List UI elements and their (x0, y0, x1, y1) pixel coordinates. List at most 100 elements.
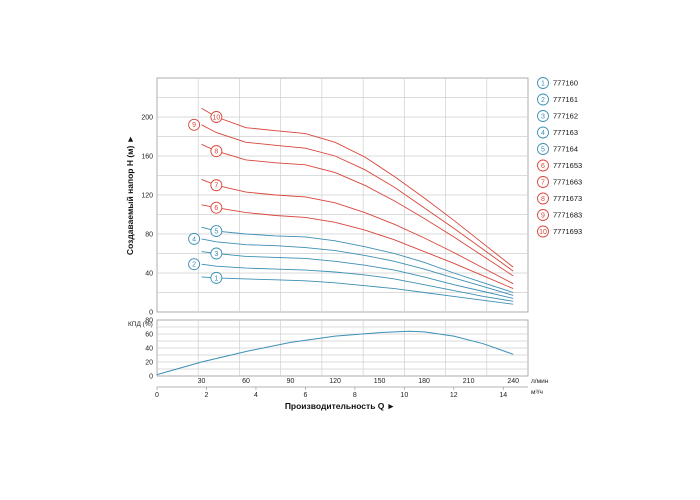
legend: 1 777160 2 777161 3 777162 4 777163 5 777164 6 7771… (537, 77, 582, 238)
flow-tick-m3h: 6 (303, 392, 307, 399)
flow-tick-lmin: 90 (287, 378, 295, 385)
curve-marker-7 (210, 179, 223, 192)
flow-unit-lmin: л/мин (531, 378, 549, 385)
legend-marker-3 (537, 110, 549, 122)
legend-item-777163: 777163 (553, 128, 578, 137)
head-y-tick: 0 (149, 310, 153, 317)
legend-marker-2 (537, 93, 549, 106)
head-curve-7771683 (201, 124, 514, 272)
flow-tick-m3h: 14 (499, 392, 507, 399)
flow-tick-m3h: 8 (353, 392, 357, 399)
legend-marker-8 (537, 192, 549, 205)
legend-marker-5 (537, 143, 549, 155)
efficiency-curve-group (156, 330, 514, 376)
flow-unit-m3h: м³/ч (531, 389, 543, 396)
legend-marker-label: 9 (541, 212, 545, 219)
curve-marker-label: 1 (214, 275, 218, 282)
curve-marker-3 (210, 247, 223, 260)
legend-item-7771693: 7771693 (553, 227, 582, 236)
legend-marker-label: 3 (541, 113, 545, 120)
flow-tick-lmin: 120 (329, 378, 341, 385)
head-y-tick: 120 (141, 193, 153, 200)
curve-marker-label: 9 (192, 122, 196, 129)
legend-marker-6 (537, 159, 549, 172)
head-curve-777162 (201, 251, 514, 299)
flow-axis-label: Производительность Q ► (285, 401, 395, 411)
curve-marker-1 (210, 271, 223, 284)
curve-marker-label: 3 (214, 251, 218, 258)
head-curve-7771693 (201, 107, 514, 268)
legend-item-7771673: 7771673 (553, 194, 582, 203)
curve-marker-8 (210, 145, 223, 158)
efficiency-curve (156, 330, 514, 376)
flow-tick-m3h: 4 (254, 392, 258, 399)
flow-tick-lmin: 210 (463, 378, 475, 385)
curve-marker-label: 8 (214, 149, 218, 156)
flow-tick-lmin: 30 (198, 378, 206, 385)
head-y-tick: 40 (145, 271, 153, 278)
legend-marker-4 (537, 126, 549, 139)
head-curve-7771653 (201, 204, 514, 290)
curve-marker-9 (188, 118, 201, 131)
flow-tick-lmin: 180 (418, 378, 430, 385)
legend-marker-label: 4 (541, 130, 545, 137)
head-curve-777164 (201, 226, 514, 293)
efficiency-y-tick: 0 (149, 374, 153, 381)
head-curve-777161 (201, 263, 514, 302)
flow-tick-lmin: 150 (374, 378, 386, 385)
head-curves: 1 2 3 4 5 6 7 8 9 10 (188, 107, 514, 305)
legend-item-7771663: 7771663 (553, 178, 582, 187)
efficiency-axis-label: КПД (%) (128, 321, 153, 328)
legend-marker-1 (537, 77, 549, 89)
head-curve-777160 (201, 276, 514, 305)
legend-item-7771683: 7771683 (553, 211, 582, 220)
head-y-tick: 80 (145, 232, 153, 239)
head-curve-7771673 (201, 143, 514, 277)
head-curve-777163 (201, 238, 514, 296)
curve-marker-4 (188, 232, 201, 245)
legend-item-777160: 777160 (553, 79, 578, 88)
legend-marker-label: 5 (541, 146, 545, 153)
curve-marker-2 (188, 258, 201, 271)
curve-marker-label: 7 (214, 183, 218, 190)
head-axis-label: Создаваемый напор H (м) ► (125, 135, 135, 255)
curve-marker-label: 10 (212, 114, 220, 121)
curve-marker-10 (210, 111, 223, 123)
legend-item-777161: 777161 (553, 95, 578, 104)
legend-marker-10 (537, 225, 549, 238)
efficiency-y-tick: 80 (145, 318, 153, 325)
efficiency-y-tick: 60 (145, 332, 153, 339)
legend-marker-7 (537, 176, 549, 188)
legend-item-7771653: 7771653 (553, 161, 582, 170)
head-curve-7771663 (201, 178, 514, 285)
flow-tick-lmin: 240 (507, 378, 519, 385)
flow-tick-lmin: 60 (242, 378, 250, 385)
legend-marker-label: 6 (541, 163, 545, 170)
legend-item-777162: 777162 (553, 112, 578, 121)
efficiency-grid: 0 20 40 60 80 30 60 90 120 150 180 210 240 0 2 4 6 8 10 12 1… (145, 318, 529, 399)
head-grid: 0 40 80 120 160 200 (141, 77, 529, 317)
curve-marker-label: 6 (214, 205, 218, 212)
efficiency-y-tick: 40 (145, 346, 153, 353)
curve-marker-5 (210, 225, 223, 238)
legend-marker-label: 10 (539, 229, 547, 236)
flow-tick-m3h: 2 (205, 392, 209, 399)
head-y-tick: 200 (141, 115, 153, 122)
flow-tick-m3h: 0 (155, 392, 159, 399)
head-y-tick: 160 (141, 154, 153, 161)
legend-marker-label: 7 (541, 179, 545, 186)
legend-marker-label: 8 (541, 196, 545, 203)
curve-marker-6 (210, 201, 223, 214)
efficiency-y-tick: 20 (145, 360, 153, 367)
legend-marker-label: 2 (541, 97, 545, 104)
legend-marker-label: 1 (541, 80, 545, 87)
curve-marker-label: 5 (214, 228, 218, 235)
flow-tick-m3h: 10 (400, 392, 408, 399)
curve-marker-label: 2 (192, 262, 196, 269)
flow-tick-m3h: 12 (450, 392, 458, 399)
curve-marker-label: 4 (192, 236, 196, 243)
legend-item-777164: 777164 (553, 145, 578, 154)
legend-marker-9 (537, 209, 549, 221)
